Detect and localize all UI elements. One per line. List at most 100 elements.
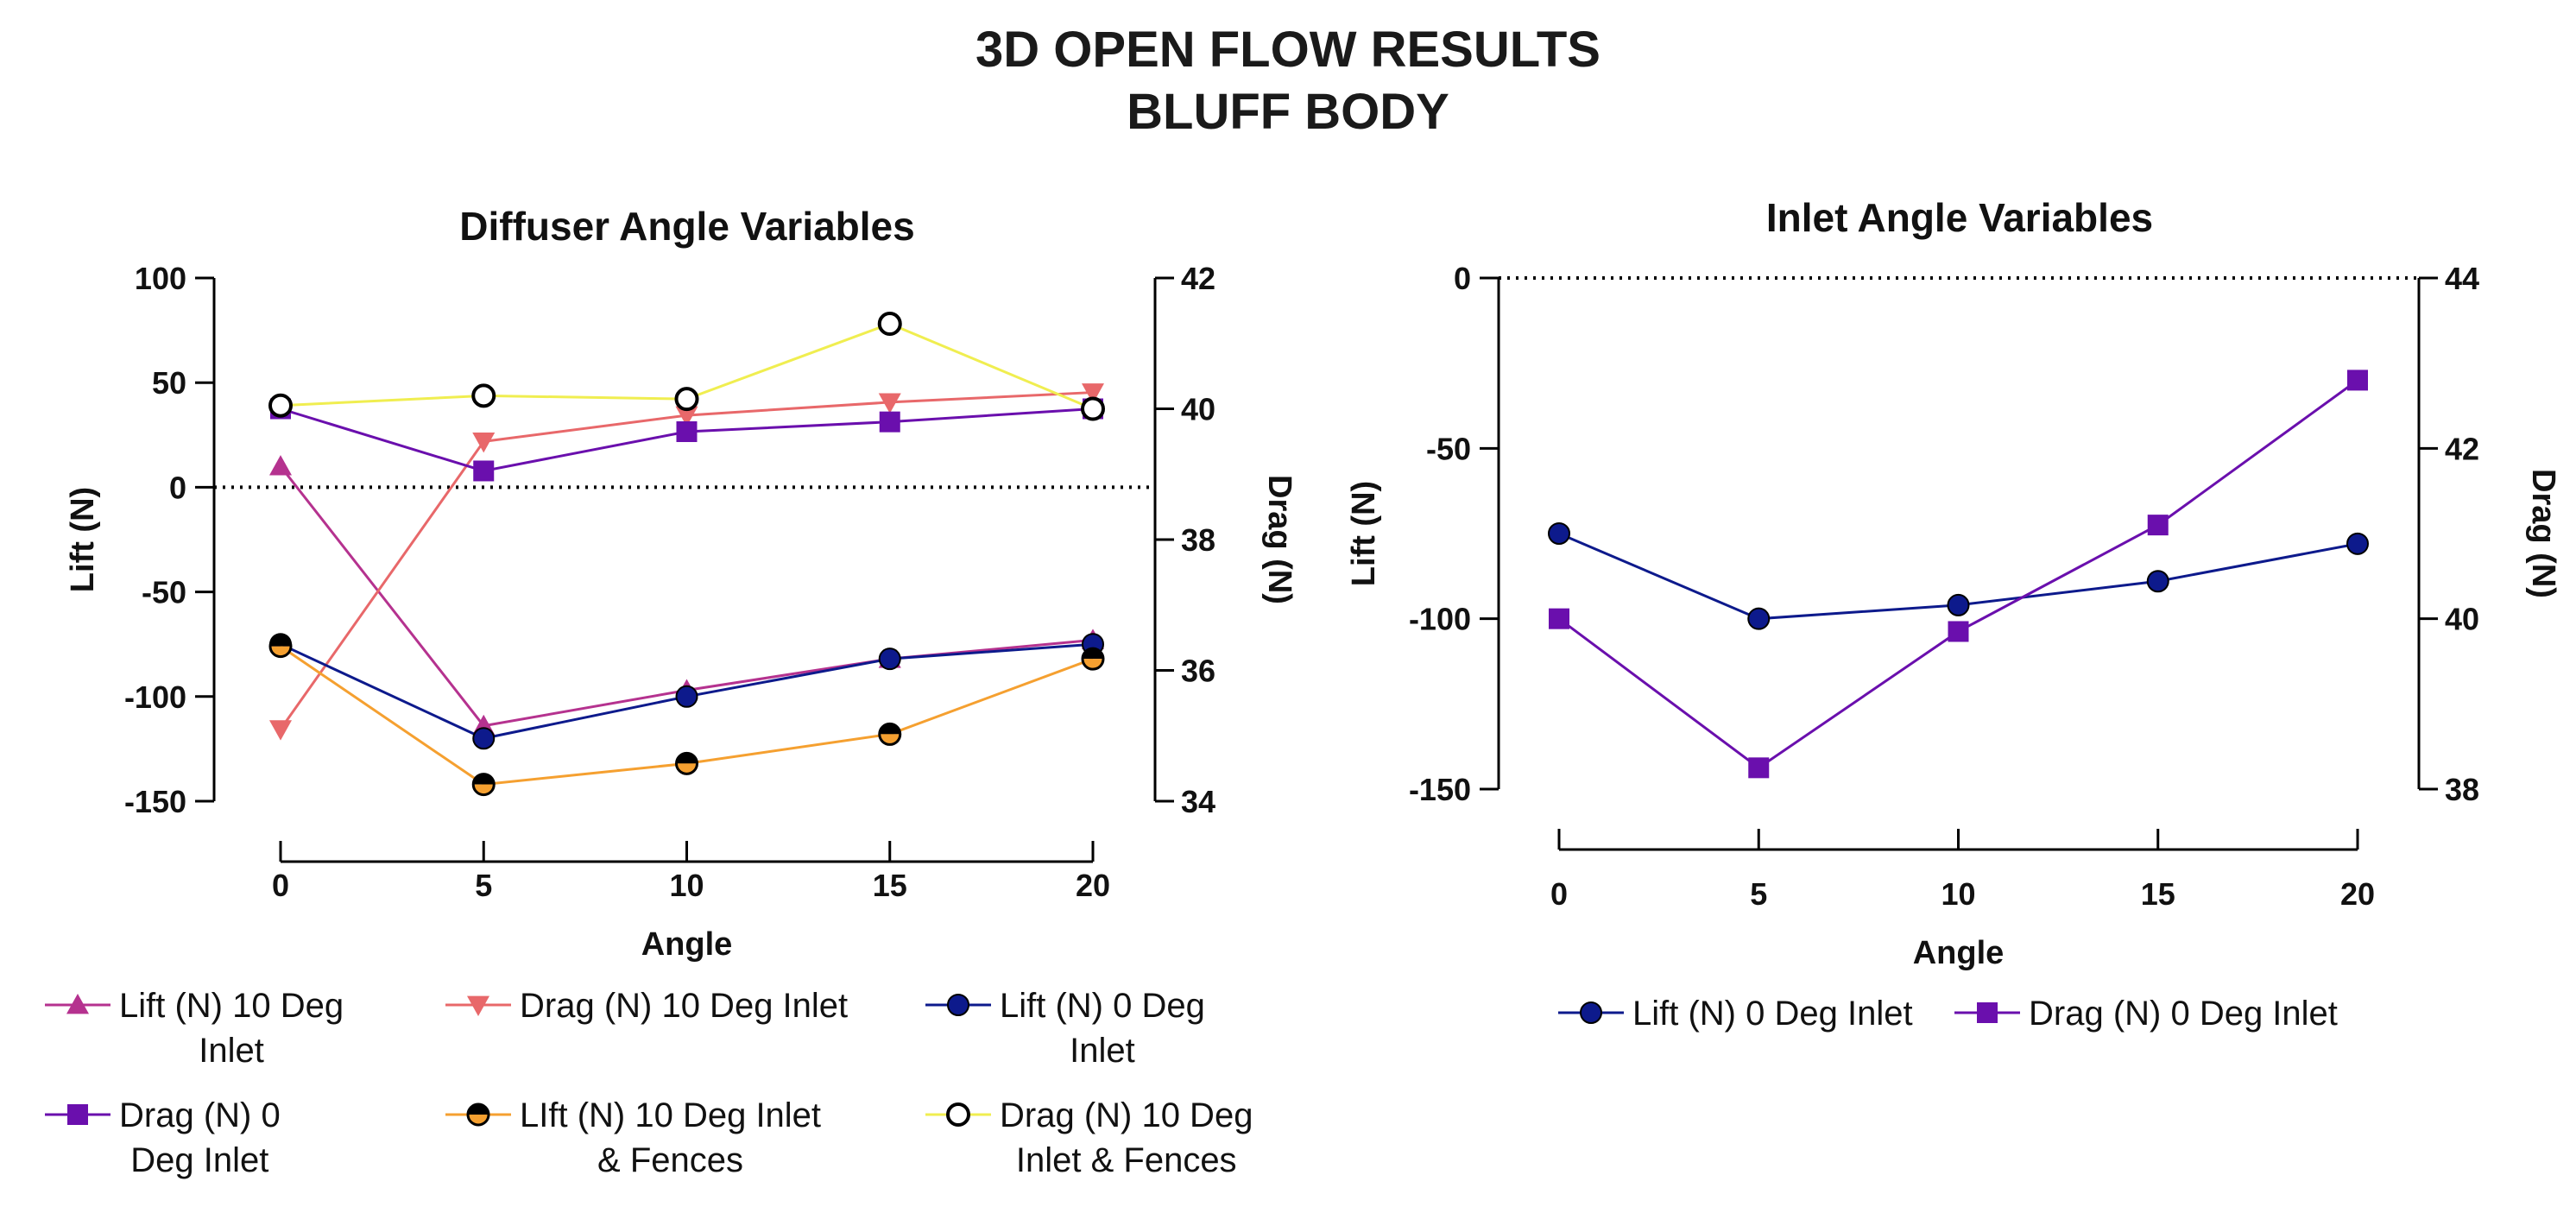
data-point-marker-ring — [471, 773, 496, 797]
legend-item: LIft (N) 10 Deg Inlet & Fences — [445, 1096, 821, 1179]
data-point-marker — [269, 720, 292, 741]
data-point-marker — [1748, 757, 1770, 779]
chart-panel-inlet: Inlet Angle Variables 0 -50 -100 -150 44 42 40 3… — [1346, 195, 2561, 1033]
legend-label: LIft (N) 10 Deg Inlet — [520, 1096, 821, 1134]
legend-item: Lift (N) 0 Deg Inlet — [1558, 995, 1913, 1033]
legend-label: Lift (N) 10 Deg — [119, 987, 344, 1025]
data-point-marker — [472, 727, 496, 750]
data-point-marker — [268, 635, 293, 659]
legend-label: & Fences — [597, 1141, 743, 1179]
legend-item: Lift (N) 0 Deg Inlet — [925, 987, 1205, 1070]
right-y-axis-label: Drag (N) — [1261, 475, 1297, 604]
data-point-marker-ring — [675, 751, 698, 775]
data-point-marker — [675, 406, 698, 427]
x-tick-label: 0 — [272, 868, 289, 903]
series-line — [279, 391, 1094, 730]
left-y-tick-label: 0 — [1454, 261, 1471, 296]
legend: Lift (N) 10 Deg Inlet Drag (N) 10 Deg Inle… — [45, 987, 1253, 1179]
data-point-marker — [1747, 607, 1771, 630]
data-point-marker — [674, 387, 699, 412]
legend-label: Drag (N) 0 — [119, 1096, 281, 1134]
series-0 — [1548, 522, 2369, 630]
x-tick-label: 5 — [475, 868, 492, 903]
data-point-marker-ring — [268, 635, 293, 659]
legend-item: Drag (N) 10 Deg Inlet — [445, 987, 848, 1025]
data-point-marker — [269, 455, 292, 476]
legend-item: Drag (N) 0 Deg Inlet — [1954, 995, 2338, 1033]
data-point-marker — [1548, 522, 1570, 545]
left-y-tick-label: 0 — [169, 470, 186, 505]
data-point-marker — [1081, 647, 1105, 671]
legend-label: Inlet — [199, 1032, 264, 1070]
x-tick-label: 10 — [669, 868, 704, 903]
x-tick-label: 0 — [1550, 876, 1568, 912]
series-1 — [1549, 370, 2368, 779]
data-point-marker — [471, 773, 496, 797]
series-4 — [268, 635, 1105, 797]
data-point-marker — [1081, 396, 1105, 421]
legend-swatch-marker — [946, 1102, 970, 1127]
data-point-marker — [1549, 608, 1569, 629]
data-point-marker — [471, 383, 496, 408]
data-point-marker — [878, 722, 902, 746]
chart-title: Diffuser Angle Variables — [459, 204, 914, 249]
right-y-tick-label: 44 — [2445, 261, 2479, 296]
x-tick-label: 10 — [1941, 876, 1975, 912]
x-tick-label: 20 — [1076, 868, 1110, 903]
data-point-marker — [676, 421, 698, 443]
right-y-axis-label: Drag (N) — [2525, 469, 2561, 598]
legend-label: Deg Inlet — [130, 1141, 268, 1179]
legend-label: Lift (N) 0 Deg — [1000, 987, 1205, 1025]
data-point-marker — [1082, 383, 1104, 404]
data-point-marker — [2346, 532, 2369, 555]
left-y-tick-label: 100 — [135, 261, 186, 296]
x-tick-label: 20 — [2340, 876, 2375, 912]
data-point-marker — [878, 648, 901, 671]
left-y-tick-label: -100 — [1409, 602, 1471, 637]
legend-item: Drag (N) 10 Deg Inlet & Fences — [925, 1096, 1253, 1179]
x-tick-label: 15 — [873, 868, 907, 903]
legend-swatch-marker — [467, 995, 489, 1016]
data-point-marker-ring — [878, 722, 902, 746]
left-y-tick-label: -150 — [124, 784, 186, 819]
left-y-axis-label: Lift (N) — [65, 487, 101, 592]
data-point-marker — [472, 432, 496, 453]
right-y-tick-label: 34 — [1181, 784, 1215, 819]
right-y-tick-label: 40 — [2445, 602, 2479, 637]
left-y-tick-label: -50 — [1426, 431, 1471, 466]
legend-label: Drag (N) 10 Deg Inlet — [520, 987, 848, 1025]
data-point-marker — [675, 685, 698, 708]
left-y-tick-label: -150 — [1409, 772, 1471, 807]
data-point-marker — [2347, 370, 2368, 391]
legend-label: Lift (N) 0 Deg Inlet — [1632, 995, 1913, 1033]
right-y-tick-label: 40 — [1181, 392, 1215, 427]
legend-label: Inlet — [1070, 1032, 1135, 1070]
legend-label: Drag (N) 10 Deg — [1000, 1096, 1253, 1134]
data-point-marker — [2146, 570, 2169, 593]
legend-swatch-marker — [1580, 1001, 1602, 1024]
x-tick-label: 5 — [1750, 876, 1767, 912]
series-1 — [269, 383, 1104, 741]
right-y-tick-label: 36 — [1181, 654, 1215, 689]
left-y-tick-label: -50 — [142, 575, 186, 610]
right-y-tick-label: 38 — [1181, 522, 1215, 558]
legend-swatch-marker-ring — [466, 1102, 490, 1127]
chart-title: Inlet Angle Variables — [1766, 195, 2153, 240]
legend-label: Drag (N) 0 Deg Inlet — [2029, 995, 2338, 1033]
series-line — [1558, 379, 2358, 770]
right-y-tick-label: 42 — [1181, 261, 1215, 296]
legend-label: Inlet & Fences — [1016, 1141, 1237, 1179]
right-y-tick-label: 38 — [2445, 772, 2479, 807]
data-point-marker — [268, 393, 293, 418]
left-y-tick-label: 50 — [152, 365, 186, 401]
legend-swatch-marker — [947, 994, 969, 1016]
data-point-marker — [675, 751, 698, 775]
data-point-marker — [2147, 515, 2169, 536]
legend-swatch-marker — [1977, 1002, 1998, 1023]
right-y-tick-label: 42 — [2445, 431, 2479, 466]
data-point-marker — [473, 460, 495, 482]
x-tick-label: 15 — [2141, 876, 2175, 912]
left-y-axis-label: Lift (N) — [1346, 481, 1382, 586]
